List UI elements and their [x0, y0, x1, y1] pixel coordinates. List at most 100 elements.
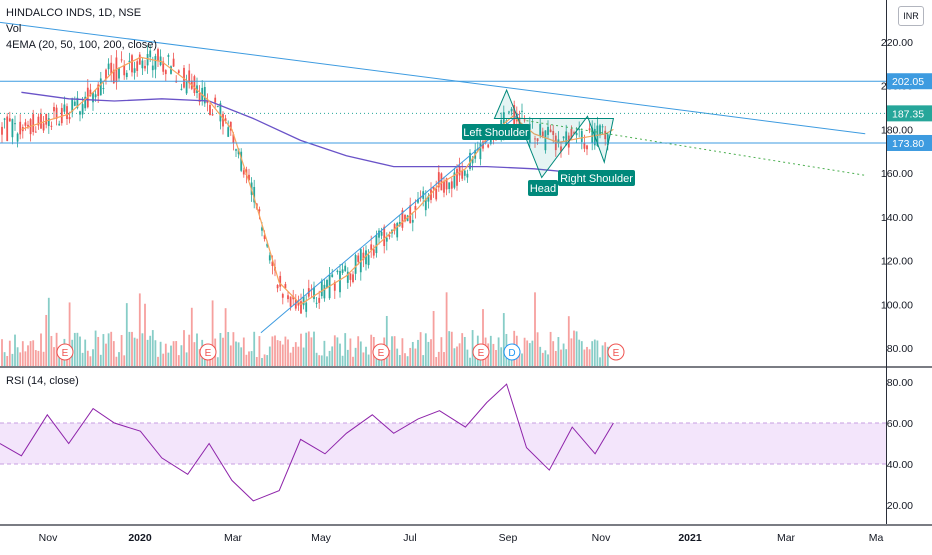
volume-bar [323, 340, 326, 366]
candle-body [341, 269, 344, 273]
candle-body [107, 63, 110, 70]
volume-bar [599, 357, 601, 366]
candle-body [448, 182, 451, 190]
volume-bar [463, 336, 466, 366]
volume-bar [310, 337, 313, 366]
volume-bar [339, 343, 341, 366]
volume-bar [396, 348, 399, 366]
candle-body [297, 301, 300, 306]
volume-bar [315, 352, 318, 366]
volume-bar [445, 292, 448, 366]
volume-bar [32, 340, 35, 366]
candle-body [409, 205, 412, 224]
trendline-2 [260, 113, 520, 334]
candle-body [284, 284, 287, 289]
volume-bar [346, 349, 349, 366]
volume-bar [159, 341, 162, 366]
candle-body [404, 214, 406, 222]
price-tag-bg [887, 105, 932, 122]
candle-body [560, 146, 562, 152]
candle-body [333, 282, 336, 291]
earnings-marker [372, 343, 390, 361]
volume-bar [125, 303, 128, 366]
candle-body [417, 199, 419, 203]
volume-bar [193, 342, 196, 366]
candle-body [193, 76, 196, 94]
volume-bar [237, 342, 240, 366]
candle-body [128, 60, 131, 63]
candle-body [294, 299, 297, 309]
volume-bar [141, 333, 144, 366]
candle-body [76, 97, 79, 109]
head-shoulders-pattern [493, 88, 615, 179]
volume-bar [435, 357, 438, 366]
candle-body [136, 61, 139, 71]
candle-body [357, 255, 360, 262]
volume-bar [40, 333, 42, 366]
candle-body [81, 104, 84, 115]
volume-bar [497, 337, 500, 366]
volume-bar [474, 354, 477, 366]
volume-bar [604, 342, 607, 366]
candle-body [443, 181, 445, 193]
candle-body [144, 65, 146, 69]
candle-body [372, 249, 375, 256]
volume-bar [450, 331, 453, 366]
volume-bar [328, 350, 331, 366]
rsi-band [0, 423, 886, 464]
volume-bar [591, 341, 594, 366]
volume-bar [526, 340, 529, 366]
price-tag: 173.80 [892, 138, 924, 150]
candle-body [149, 50, 152, 58]
candle-body [580, 131, 583, 142]
right-shoulder-label: Right Shoulder [560, 173, 633, 185]
volume-bar [211, 300, 214, 366]
currency-button[interactable]: INR [898, 6, 924, 26]
volume-legend[interactable]: Vol [6, 23, 22, 35]
candle-body [375, 235, 378, 254]
volume-bar [302, 347, 305, 366]
candle-body [489, 139, 492, 145]
volume-bar [76, 332, 79, 366]
volume-bar [552, 341, 555, 366]
rsi-axis-tick: 20.00 [887, 500, 913, 512]
candle-body [112, 69, 115, 84]
candle-body [305, 302, 308, 312]
volume-bar [573, 330, 575, 366]
symbol-legend[interactable]: HINDALCO INDS, 1D, NSE [6, 7, 142, 19]
volume-bar [188, 334, 191, 366]
candle-body [331, 274, 334, 277]
candle-body [302, 296, 305, 306]
price-axis-tick: 120.00 [881, 256, 913, 268]
volume-bar [554, 350, 557, 366]
candle-body [138, 54, 141, 65]
volume-bar [248, 351, 250, 366]
candle-body [24, 122, 27, 126]
dividend-marker [503, 343, 521, 361]
earnings-marker-label: E [378, 348, 385, 359]
volume-bar [258, 336, 261, 366]
volume-bar [385, 315, 388, 366]
candle-body [141, 60, 144, 69]
candle-body [53, 106, 55, 112]
candle-body [263, 235, 266, 239]
price-tag: 187.35 [892, 108, 924, 120]
volume-bar [424, 333, 427, 366]
volume-bar [154, 340, 157, 366]
volume-bar [289, 352, 292, 366]
time-axis-label: Nov [39, 532, 58, 544]
candle-body [125, 72, 128, 78]
volume-bar [419, 332, 422, 366]
head-label: Head [530, 183, 556, 195]
rsi-legend[interactable]: RSI (14, close) [6, 375, 79, 387]
candle-body [287, 295, 289, 300]
candle-body [203, 86, 206, 104]
volume-bar [235, 341, 237, 366]
candle-body [601, 126, 604, 128]
candle-body [440, 173, 443, 191]
candle-body [588, 128, 591, 131]
ema-legend[interactable]: 4EMA (20, 50, 100, 200, close) [6, 39, 158, 51]
volume-bar [601, 345, 604, 366]
